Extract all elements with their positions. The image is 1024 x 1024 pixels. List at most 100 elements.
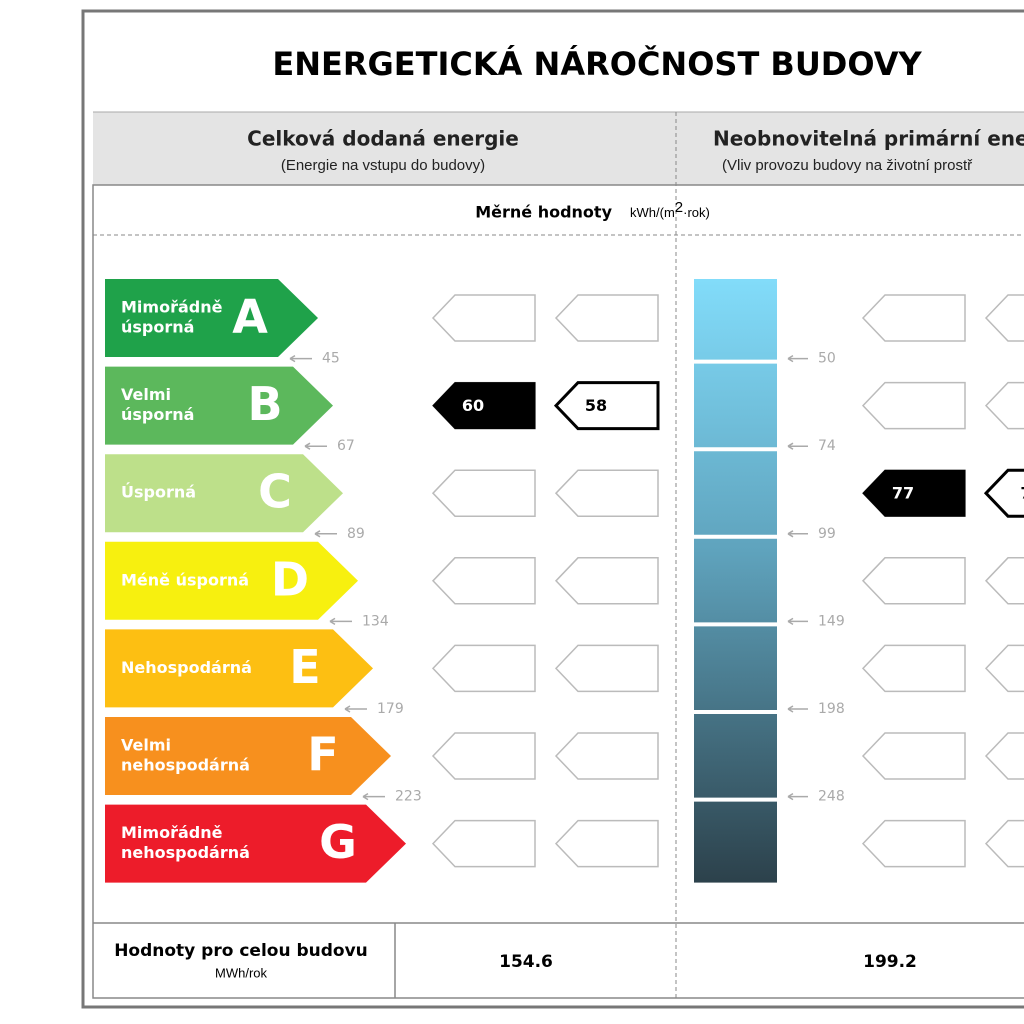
class-name: Mimořádně: [121, 298, 223, 317]
empty-marker: [984, 732, 1024, 780]
class-arrow: [105, 279, 318, 357]
header-band: [93, 112, 1024, 185]
class-name: Nehospodárná: [121, 658, 252, 677]
class-letter: C: [258, 465, 292, 519]
empty-marker: [861, 294, 966, 342]
rating-marker: [432, 382, 536, 430]
threshold: 50: [818, 351, 836, 367]
rating-marker: [862, 469, 966, 517]
rating-value: 58: [585, 396, 607, 415]
empty-marker: [431, 819, 536, 868]
empty-marker: [431, 644, 536, 693]
threshold: 248: [818, 789, 845, 805]
empty-marker: [984, 294, 1024, 342]
class-arrow: [105, 717, 391, 795]
empty-marker: [554, 469, 659, 517]
class-letter: A: [232, 290, 268, 344]
column-title: Neobnovitelná primární ene: [713, 127, 1024, 151]
threshold: 149: [818, 613, 845, 629]
class-name: Mimořádně: [121, 823, 223, 842]
unit: kWh/(m2·rok): [630, 199, 710, 220]
empty-marker: [554, 732, 659, 780]
empty-marker: [554, 557, 659, 605]
threshold: 99: [818, 526, 836, 542]
class-arrow: [105, 541, 358, 620]
class-name: Úsporná: [121, 483, 196, 502]
threshold: 223: [395, 789, 422, 805]
threshold-arrow: [344, 705, 367, 713]
empty-marker: [984, 819, 1024, 868]
class-name: Velmi: [121, 385, 171, 404]
threshold-arrow: [289, 354, 312, 363]
threshold-arrow: [304, 442, 327, 450]
empty-marker: [984, 381, 1024, 430]
threshold: 134: [362, 613, 389, 629]
empty-marker: [984, 557, 1024, 605]
unit-end: ·rok): [683, 205, 710, 220]
threshold-arrow: [787, 442, 808, 450]
class-name: Méně úsporná: [121, 570, 249, 589]
column-title: Celková dodaná energie: [247, 127, 519, 151]
rating-value: 7: [1020, 484, 1024, 503]
threshold-arrow: [787, 354, 808, 363]
threshold-arrow: [787, 530, 808, 538]
class-letter: F: [307, 728, 338, 782]
class-name: Velmi: [121, 736, 171, 755]
rating-marker: [983, 468, 1024, 518]
footer-value: 154.6: [499, 952, 553, 972]
rating-value: 60: [462, 396, 484, 415]
footer-label: Hodnoty pro celou budovu: [114, 941, 368, 961]
class-name: nehospodárná: [121, 843, 250, 862]
footer-unit: MWh/rok: [215, 965, 268, 980]
empty-marker: [431, 469, 536, 517]
class-arrow: [105, 804, 406, 883]
unit-label: Měrné hodnoty: [475, 203, 612, 222]
class-arrow: [105, 629, 373, 708]
empty-marker: [431, 294, 536, 342]
threshold: 198: [818, 701, 845, 717]
empty-marker: [861, 381, 966, 430]
threshold-arrow: [787, 792, 808, 801]
threshold: 179: [377, 701, 404, 717]
unit-base: kWh/(m: [630, 205, 675, 220]
class-letter: B: [247, 377, 282, 431]
column-subtitle: (Energie na vstupu do budovy): [281, 157, 485, 174]
threshold-arrow: [787, 617, 808, 626]
column-subtitle: (Vliv provozu budovy na životní prostř: [722, 157, 973, 174]
class-name: nehospodárná: [121, 756, 250, 775]
class-name: úsporná: [121, 405, 194, 424]
empty-marker: [554, 819, 659, 868]
empty-marker: [554, 644, 659, 693]
empty-marker: [861, 557, 966, 605]
threshold: 67: [337, 438, 355, 454]
unit-power: 2: [675, 199, 683, 216]
threshold-arrow: [329, 617, 352, 626]
rating-marker: [553, 381, 660, 431]
empty-marker: [861, 819, 966, 868]
title: ENERGETICKÁ NÁROČNOST BUDOVY: [272, 44, 922, 83]
threshold-arrow: [314, 530, 337, 538]
class-arrow: [105, 454, 343, 533]
class-letter: G: [319, 815, 357, 869]
empty-marker: [861, 732, 966, 780]
empty-marker: [861, 644, 966, 693]
rating-value: 77: [892, 484, 914, 503]
threshold: 74: [818, 438, 836, 454]
empty-marker: [984, 644, 1024, 693]
threshold: 45: [322, 351, 340, 367]
class-name: úsporná: [121, 318, 194, 337]
threshold: 89: [347, 526, 365, 542]
inner-frame: [92, 184, 1024, 999]
empty-marker: [431, 732, 536, 780]
class-arrow: [105, 366, 333, 445]
threshold-arrow: [362, 792, 385, 801]
footer-value: 199.2: [863, 952, 917, 972]
class-letter: E: [289, 640, 320, 694]
scale-bar: [694, 279, 777, 883]
empty-marker: [431, 557, 536, 605]
class-letter: D: [271, 552, 309, 606]
empty-marker: [554, 294, 659, 342]
threshold-arrow: [787, 705, 808, 713]
